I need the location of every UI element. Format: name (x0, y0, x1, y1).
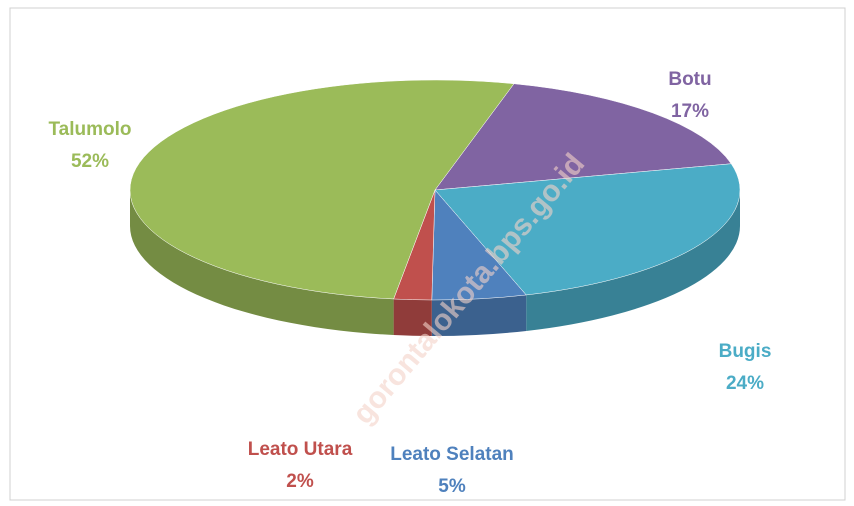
slice-side (130, 190, 394, 335)
pie-slice (434, 83, 732, 191)
slice-value-label: 24% (726, 373, 764, 394)
slice-label: Leato Utara (248, 439, 353, 460)
slice-label: Botu (668, 69, 711, 90)
slice-side (393, 298, 432, 336)
slice-value-label: 17% (671, 101, 709, 122)
slice-value-label: 2% (286, 471, 314, 492)
slice-side (431, 294, 527, 336)
slice-label: Leato Selatan (390, 444, 514, 465)
slice-label: Bugis (719, 341, 772, 362)
slice-side (526, 190, 740, 331)
slice-value-label: 52% (71, 151, 109, 172)
slice-label: Talumolo (48, 119, 131, 140)
pie-slice (434, 163, 741, 296)
slice-value-label: 5% (438, 476, 466, 497)
pie-slice (129, 79, 515, 300)
